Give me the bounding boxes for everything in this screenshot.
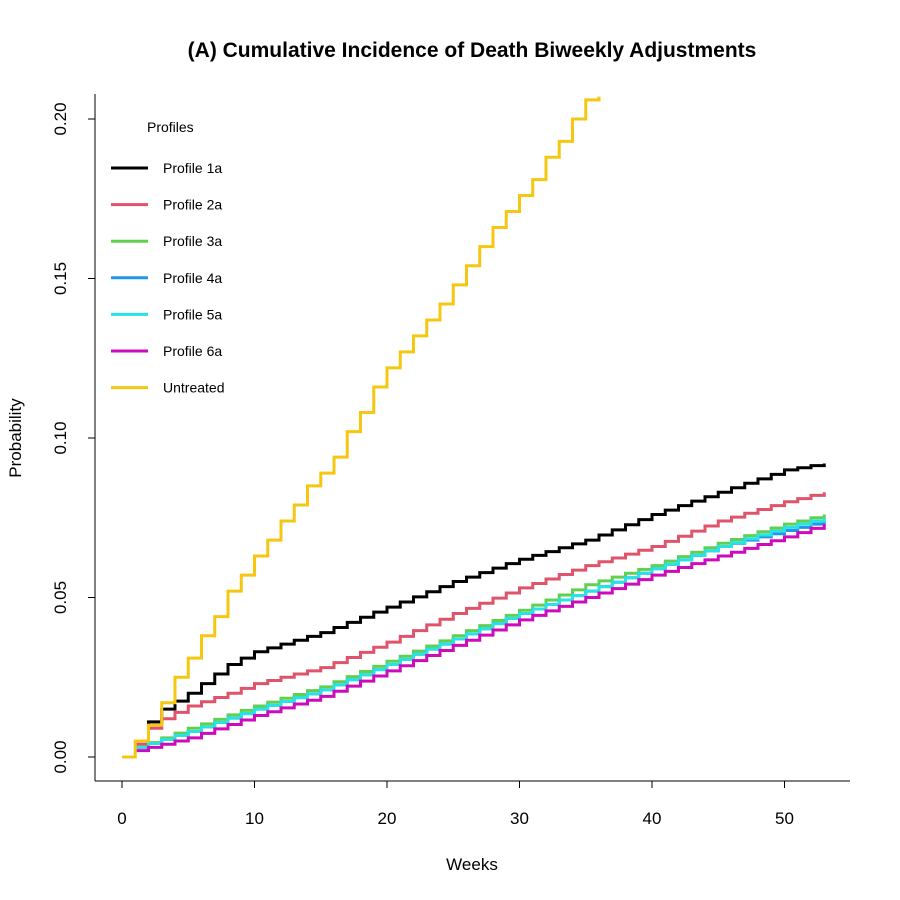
series-line-profile-6a (135, 524, 826, 753)
y-tick-label: 0.05 (51, 581, 70, 614)
plot-area (122, 96, 826, 759)
legend-label: Profile 3a (163, 233, 222, 249)
y-axis-label: Probability (6, 398, 25, 478)
x-tick-label: 30 (510, 809, 529, 828)
x-axis-label: Weeks (446, 855, 498, 874)
legend-label: Profile 4a (163, 270, 222, 286)
series-line-profile-5a (135, 517, 826, 749)
chart-title: (A) Cumulative Incidence of Death Biweek… (188, 39, 757, 62)
axes: 0 10 20 30 40 50 0.00 0.05 0.10 0.15 0.20 (51, 94, 850, 828)
legend-label: Profile 1a (163, 160, 222, 176)
x-tick-label: 50 (775, 809, 794, 828)
legend-label: Untreated (163, 380, 224, 396)
x-ticks: 0 10 20 30 40 50 (117, 781, 794, 828)
x-tick-label: 10 (245, 809, 264, 828)
y-tick-label: 0.20 (51, 102, 70, 135)
series-line-untreated (122, 96, 601, 759)
x-tick-label: 20 (378, 809, 397, 828)
y-tick-label: 0.00 (51, 740, 70, 773)
x-tick-label: 0 (117, 809, 126, 828)
legend: Profiles Profile 1a Profile 2a Profile 3a P… (111, 119, 224, 396)
x-tick-label: 40 (643, 809, 662, 828)
y-tick-label: 0.15 (51, 262, 70, 295)
y-ticks: 0.00 0.05 0.10 0.15 0.20 (51, 102, 95, 774)
y-tick-label: 0.10 (51, 421, 70, 454)
series-line-profile-2a (135, 492, 826, 746)
series-line-profile-1a (135, 463, 826, 743)
legend-label: Profile 5a (163, 306, 222, 322)
legend-label: Profile 6a (163, 343, 222, 359)
legend-title: Profiles (147, 119, 194, 135)
legend-label: Profile 2a (163, 197, 222, 213)
